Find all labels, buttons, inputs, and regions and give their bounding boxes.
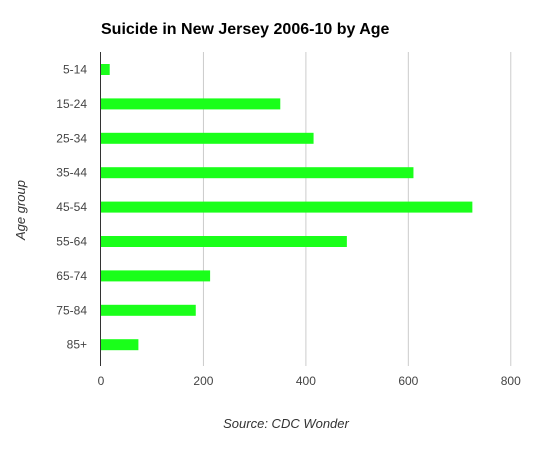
x-tick-label: 0: [98, 374, 105, 388]
x-tick-label: 200: [193, 374, 213, 388]
y-tick-label: 55-64: [56, 235, 87, 249]
y-tick-label: 75-84: [56, 303, 87, 317]
bar-35-44: [101, 167, 414, 179]
bar-5-14: [101, 64, 110, 75]
y-tick-label: 35-44: [56, 166, 87, 180]
x-tick-labels: 0 200 400 600 800: [98, 374, 521, 388]
bar-75-84: [101, 304, 196, 316]
bars: [101, 64, 473, 351]
y-tick-label: 45-54: [56, 200, 87, 214]
bar-65-74: [101, 270, 211, 282]
x-axis-label: Source: CDC Wonder: [223, 416, 349, 431]
y-axis-label: Age group: [13, 180, 28, 241]
bar-15-24: [101, 98, 281, 110]
bar-55-64: [101, 236, 347, 247]
x-tick-label: 800: [501, 374, 521, 388]
x-tick-label: 400: [296, 374, 316, 388]
y-tick-labels: 5-14 15-24 25-34 35-44 45-54 55-64 65-74 75-84 8…: [56, 63, 87, 352]
bar-25-34: [101, 132, 314, 144]
bar-85+: [101, 339, 139, 351]
x-tick-label: 600: [398, 374, 418, 388]
y-tick-label: 85+: [67, 338, 87, 352]
y-tick-label: 5-14: [63, 63, 87, 77]
chart-title: Suicide in New Jersey 2006-10 by Age: [101, 21, 390, 38]
y-tick-label: 15-24: [56, 97, 87, 111]
y-tick-label: 25-34: [56, 131, 87, 145]
y-tick-label: 65-74: [56, 269, 87, 283]
bar-45-54: [101, 201, 473, 213]
